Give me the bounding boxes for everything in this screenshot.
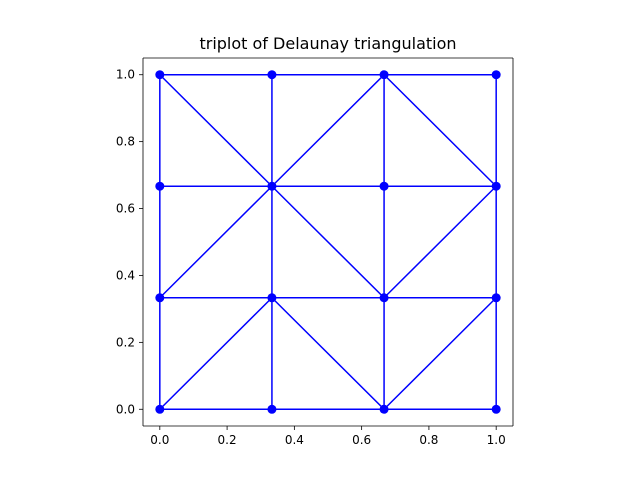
data-point: [155, 70, 165, 80]
triangulation-edge: [271, 185, 385, 299]
y-tick-label: 0.2: [116, 335, 135, 349]
triangulation-edge: [159, 73, 273, 187]
data-point: [491, 404, 501, 414]
triangulation-edge: [271, 73, 385, 187]
plot-area: 0.0 0.2 0.4 0.6 0.8 1.0 0.0 0.2 0.4 0.6 0.8 1.0: [116, 57, 514, 447]
triangulation-edge: [383, 297, 497, 411]
data-point: [491, 70, 501, 80]
y-tick-label: 1.0: [116, 68, 135, 82]
data-point: [267, 70, 277, 80]
y-tick-label: 0.0: [116, 402, 135, 416]
triangulation-edge: [383, 73, 497, 187]
y-tick-label: 0.6: [116, 202, 135, 216]
data-point: [491, 181, 501, 191]
data-point: [155, 293, 165, 303]
data-point: [155, 404, 165, 414]
data-point: [267, 293, 277, 303]
triangulation-edge: [159, 185, 273, 299]
data-point: [379, 293, 389, 303]
data-point: [267, 404, 277, 414]
triangulation-edge: [271, 297, 385, 411]
x-tick-label: 0.6: [352, 433, 371, 447]
data-point: [491, 293, 501, 303]
triangulation-edge: [383, 185, 497, 299]
data-point: [379, 181, 389, 191]
chart-title: triplot of Delaunay triangulation: [199, 34, 456, 53]
x-tick-label: 0.2: [218, 433, 237, 447]
x-tick-label: 0.8: [419, 433, 438, 447]
triangulation-edge: [159, 297, 273, 411]
y-tick-label: 0.4: [116, 268, 135, 282]
x-tick-label: 0.0: [150, 433, 169, 447]
data-point: [379, 404, 389, 414]
y-tick-label: 0.8: [116, 135, 135, 149]
x-tick-label: 1.0: [487, 433, 506, 447]
x-tick-label: 0.4: [285, 433, 304, 447]
data-point: [155, 181, 165, 191]
data-point: [379, 70, 389, 80]
data-point: [267, 181, 277, 191]
